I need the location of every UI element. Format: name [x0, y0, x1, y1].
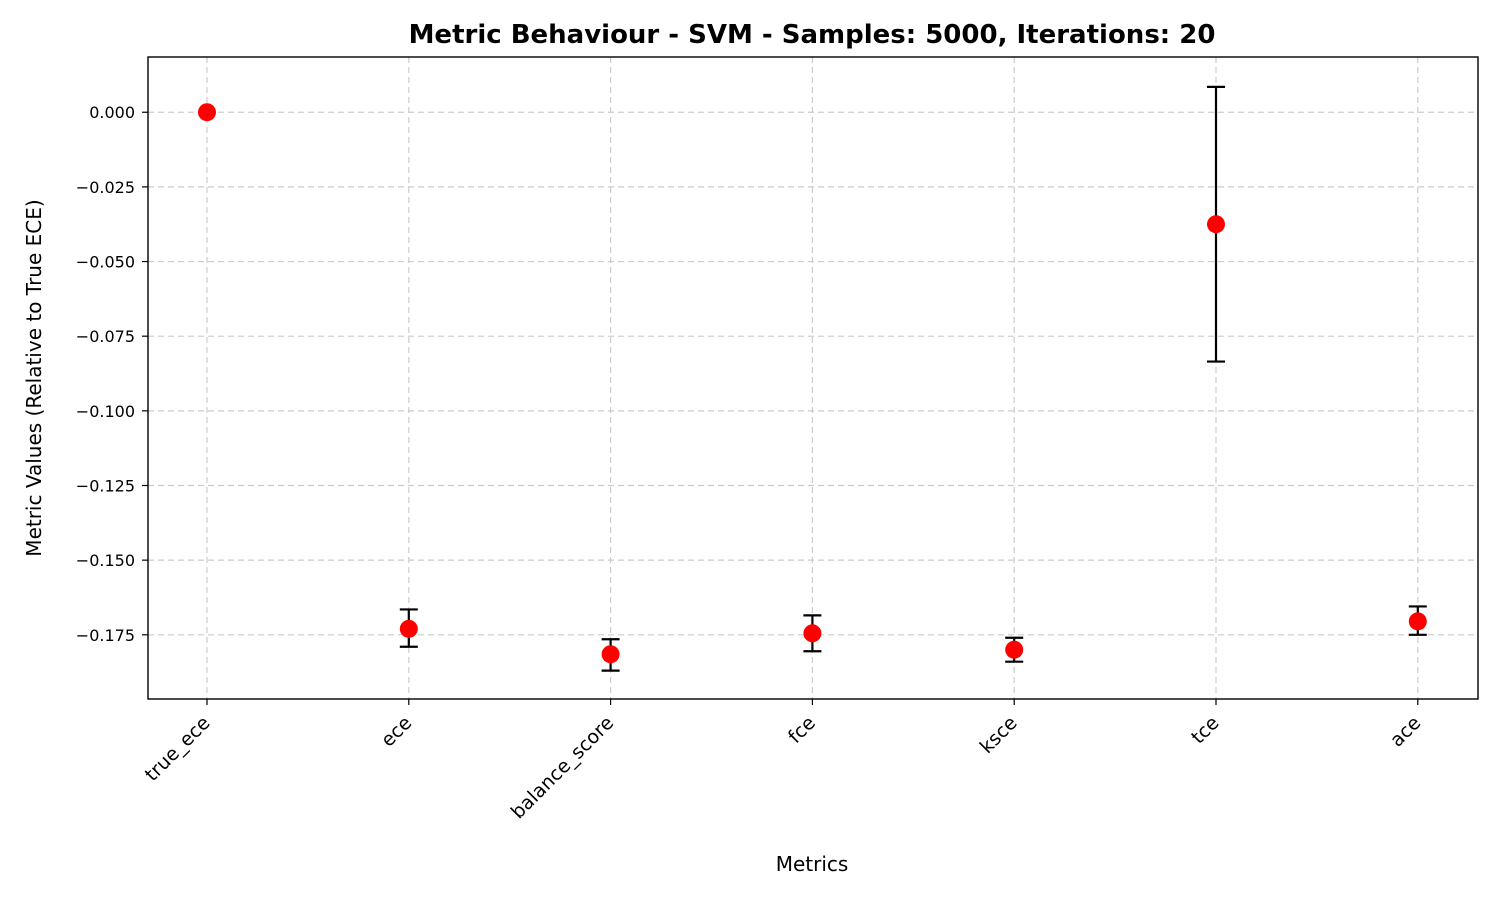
data-point	[198, 103, 216, 122]
x-axis-label: Metrics	[776, 852, 849, 876]
x-tick-label: ece	[377, 712, 416, 751]
grid	[148, 57, 1478, 699]
y-tick-label: −0.075	[76, 327, 135, 346]
x-tick-label: balance_score	[507, 712, 618, 823]
y-axis-ticks: 0.000 −0.025 −0.050 −0.075 −0.100 −0.125 −0.15…	[76, 103, 148, 645]
y-tick-label: −0.100	[76, 402, 135, 421]
y-tick-label: 0.000	[89, 103, 135, 122]
data-point	[399, 619, 418, 638]
data-point	[1207, 215, 1225, 234]
y-tick-label: −0.125	[76, 476, 135, 495]
x-tick-label: tce	[1187, 712, 1223, 748]
y-axis-label: Metric Values (Relative to True ECE)	[22, 199, 46, 556]
data-point	[1005, 640, 1024, 659]
x-tick-label: fce	[784, 712, 820, 748]
data-point	[1408, 612, 1427, 631]
x-tick-label: ace	[1386, 712, 1425, 751]
chart-title: Metric Behaviour - SVM - Samples: 5000, …	[409, 20, 1216, 50]
data-points	[198, 103, 1427, 664]
data-point	[601, 645, 620, 664]
y-tick-label: −0.175	[76, 626, 135, 645]
x-axis-ticks: true_ece ece balance_score fce ksce tce ace	[141, 699, 1425, 823]
x-tick-label: true_ece	[141, 712, 215, 786]
y-tick-label: −0.050	[76, 253, 135, 272]
x-tick-label: ksce	[976, 712, 1022, 758]
y-tick-label: −0.150	[76, 551, 135, 570]
error-bars	[399, 85, 1427, 672]
y-tick-label: −0.025	[76, 178, 135, 197]
data-point	[803, 624, 822, 643]
